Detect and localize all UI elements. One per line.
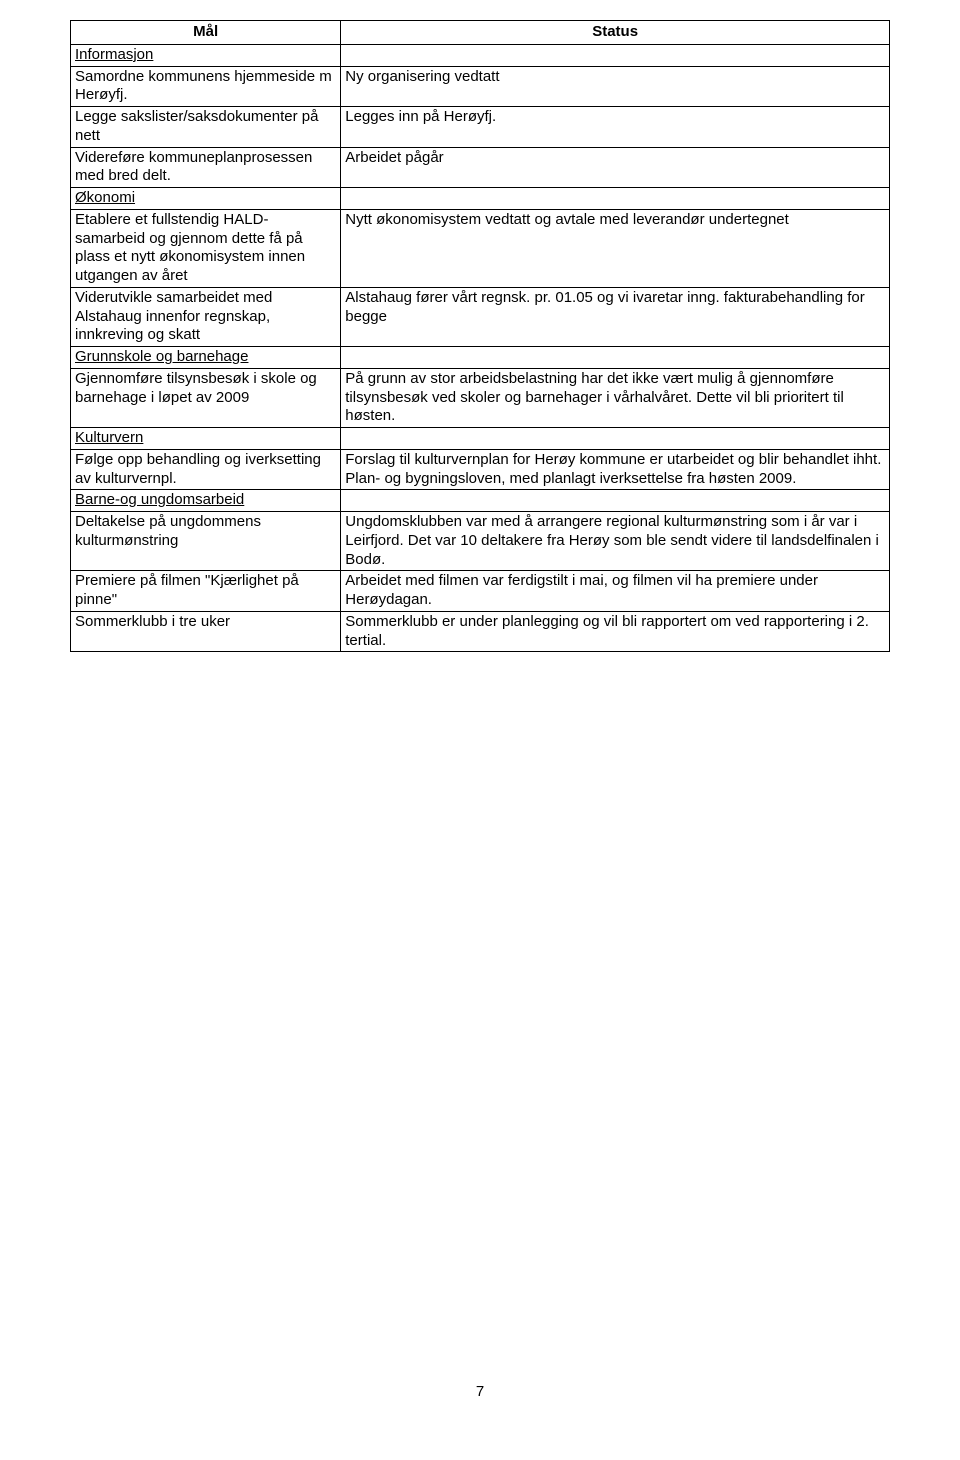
- table-row: Grunnskole og barnehage: [71, 347, 890, 369]
- mal-cell: Kulturvern: [71, 428, 341, 450]
- status-cell: Ungdomsklubben var med å arrangere regio…: [341, 512, 890, 571]
- section-heading: Informasjon: [75, 46, 153, 63]
- table-row: Videreføre kommuneplanprosessen med bred…: [71, 147, 890, 188]
- table-row: Barne-og ungdomsarbeid: [71, 490, 890, 512]
- table-row: Økonomi: [71, 188, 890, 210]
- table-row: Kulturvern: [71, 428, 890, 450]
- mal-cell: Økonomi: [71, 188, 341, 210]
- table-row: Viderutvikle samarbeidet med Alstahaug i…: [71, 287, 890, 346]
- status-cell: [341, 347, 890, 369]
- status-cell: [341, 490, 890, 512]
- status-cell: Forslag til kulturvernplan for Herøy kom…: [341, 449, 890, 490]
- section-heading: Barne-og ungdomsarbeid: [75, 491, 244, 508]
- status-cell: Arbeidet med filmen var ferdigstilt i ma…: [341, 571, 890, 612]
- status-cell: På grunn av stor arbeidsbelastning har d…: [341, 368, 890, 427]
- status-cell: [341, 428, 890, 450]
- mal-cell: Samordne kommunens hjemmeside m Herøyfj.: [71, 66, 341, 107]
- status-cell: Nytt økonomisystem vedtatt og avtale med…: [341, 209, 890, 287]
- table-row: Etablere et fullstendig HALD-samarbeid o…: [71, 209, 890, 287]
- section-heading: Økonomi: [75, 189, 135, 206]
- table-row: Deltakelse på ungdommens kulturmønstring…: [71, 512, 890, 571]
- section-heading: Grunnskole og barnehage: [75, 348, 248, 365]
- status-cell: Legges inn på Herøyfj.: [341, 107, 890, 148]
- header-status: Status: [341, 21, 890, 45]
- status-cell: [341, 188, 890, 210]
- mal-cell: Deltakelse på ungdommens kulturmønstring: [71, 512, 341, 571]
- status-cell: Alstahaug fører vårt regnsk. pr. 01.05 o…: [341, 287, 890, 346]
- table-row: Sommerklubb i tre ukerSommerklubb er und…: [71, 611, 890, 652]
- mal-cell: Barne-og ungdomsarbeid: [71, 490, 341, 512]
- status-cell: Arbeidet pågår: [341, 147, 890, 188]
- mal-cell: Sommerklubb i tre uker: [71, 611, 341, 652]
- mal-cell: Legge sakslister/saksdokumenter på nett: [71, 107, 341, 148]
- mal-cell: Viderutvikle samarbeidet med Alstahaug i…: [71, 287, 341, 346]
- status-cell: Sommerklubb er under planlegging og vil …: [341, 611, 890, 652]
- status-table: Mål Status Informasjon Samordne kommunens…: [70, 20, 890, 652]
- table-row: Gjennomføre tilsynsbesøk i skole og barn…: [71, 368, 890, 427]
- mal-cell: Videreføre kommuneplanprosessen med bred…: [71, 147, 341, 188]
- mal-cell: Gjennomføre tilsynsbesøk i skole og barn…: [71, 368, 341, 427]
- status-cell: [341, 44, 890, 66]
- section-heading: Kulturvern: [75, 429, 143, 446]
- table-row: Følge opp behandling og iverksetting av …: [71, 449, 890, 490]
- table-row: Informasjon: [71, 44, 890, 66]
- mal-cell: Informasjon: [71, 44, 341, 66]
- mal-cell: Følge opp behandling og iverksetting av …: [71, 449, 341, 490]
- mal-cell: Grunnskole og barnehage: [71, 347, 341, 369]
- header-mal: Mål: [71, 21, 341, 45]
- table-row: Premiere på filmen "Kjærlighet på pinne"…: [71, 571, 890, 612]
- mal-cell: Etablere et fullstendig HALD-samarbeid o…: [71, 209, 341, 287]
- status-cell: Ny organisering vedtatt: [341, 66, 890, 107]
- mal-cell: Premiere på filmen "Kjærlighet på pinne": [71, 571, 341, 612]
- table-row: Samordne kommunens hjemmeside m Herøyfj.…: [71, 66, 890, 107]
- page-number: 7: [0, 1383, 960, 1400]
- table-row: Legge sakslister/saksdokumenter på nettL…: [71, 107, 890, 148]
